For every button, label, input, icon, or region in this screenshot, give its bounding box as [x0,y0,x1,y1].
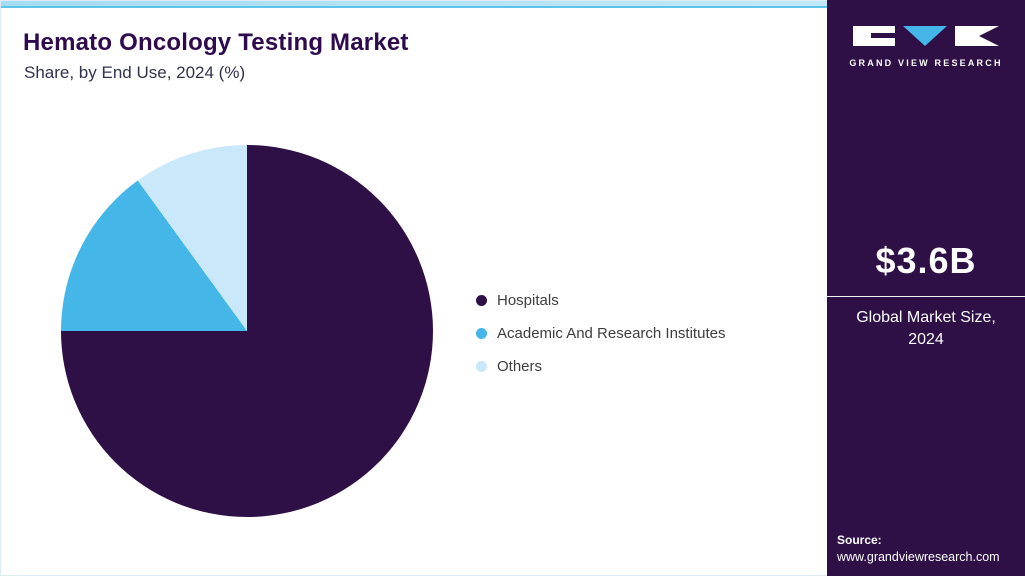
legend-item: Hospitals [476,290,725,311]
grand-view-research-logo: GRAND VIEW RESEARCH [827,24,1025,68]
legend-label: Academic And Research Institutes [497,325,726,342]
legend-dot [476,295,487,306]
market-size-label: Global Market Size, 2024 [856,309,996,348]
market-size-block: $3.6B Global Market Size, 2024 [827,240,1025,350]
chart-title: Hemato Oncology Testing Market [23,29,409,56]
legend: Hospitals Academic And Research Institute… [476,290,725,377]
market-size-divider [827,296,1025,297]
chart-panel: Hemato Oncology Testing Market Share, by… [0,0,828,576]
pie-chart [61,145,433,517]
legend-dot [476,361,487,372]
sidebar: GRAND VIEW RESEARCH $3.6B Global Market … [827,0,1025,576]
gvr-logo-icon [853,26,999,46]
source-block: Source: www.grandviewresearch.com [837,533,1000,564]
legend-label: Others [497,358,543,375]
legend-item: Others [476,356,725,377]
legend-dot [476,328,487,339]
source-label: Source: [837,533,882,547]
chart-subtitle: Share, by End Use, 2024 (%) [24,63,246,82]
legend-label: Hospitals [497,292,559,309]
logo-text: GRAND VIEW RESEARCH [849,58,1003,68]
legend-item: Academic And Research Institutes [476,323,725,344]
source-url: www.grandviewresearch.com [837,550,1000,564]
top-accent-bar [1,1,828,8]
market-size-value: $3.6B [875,240,977,281]
